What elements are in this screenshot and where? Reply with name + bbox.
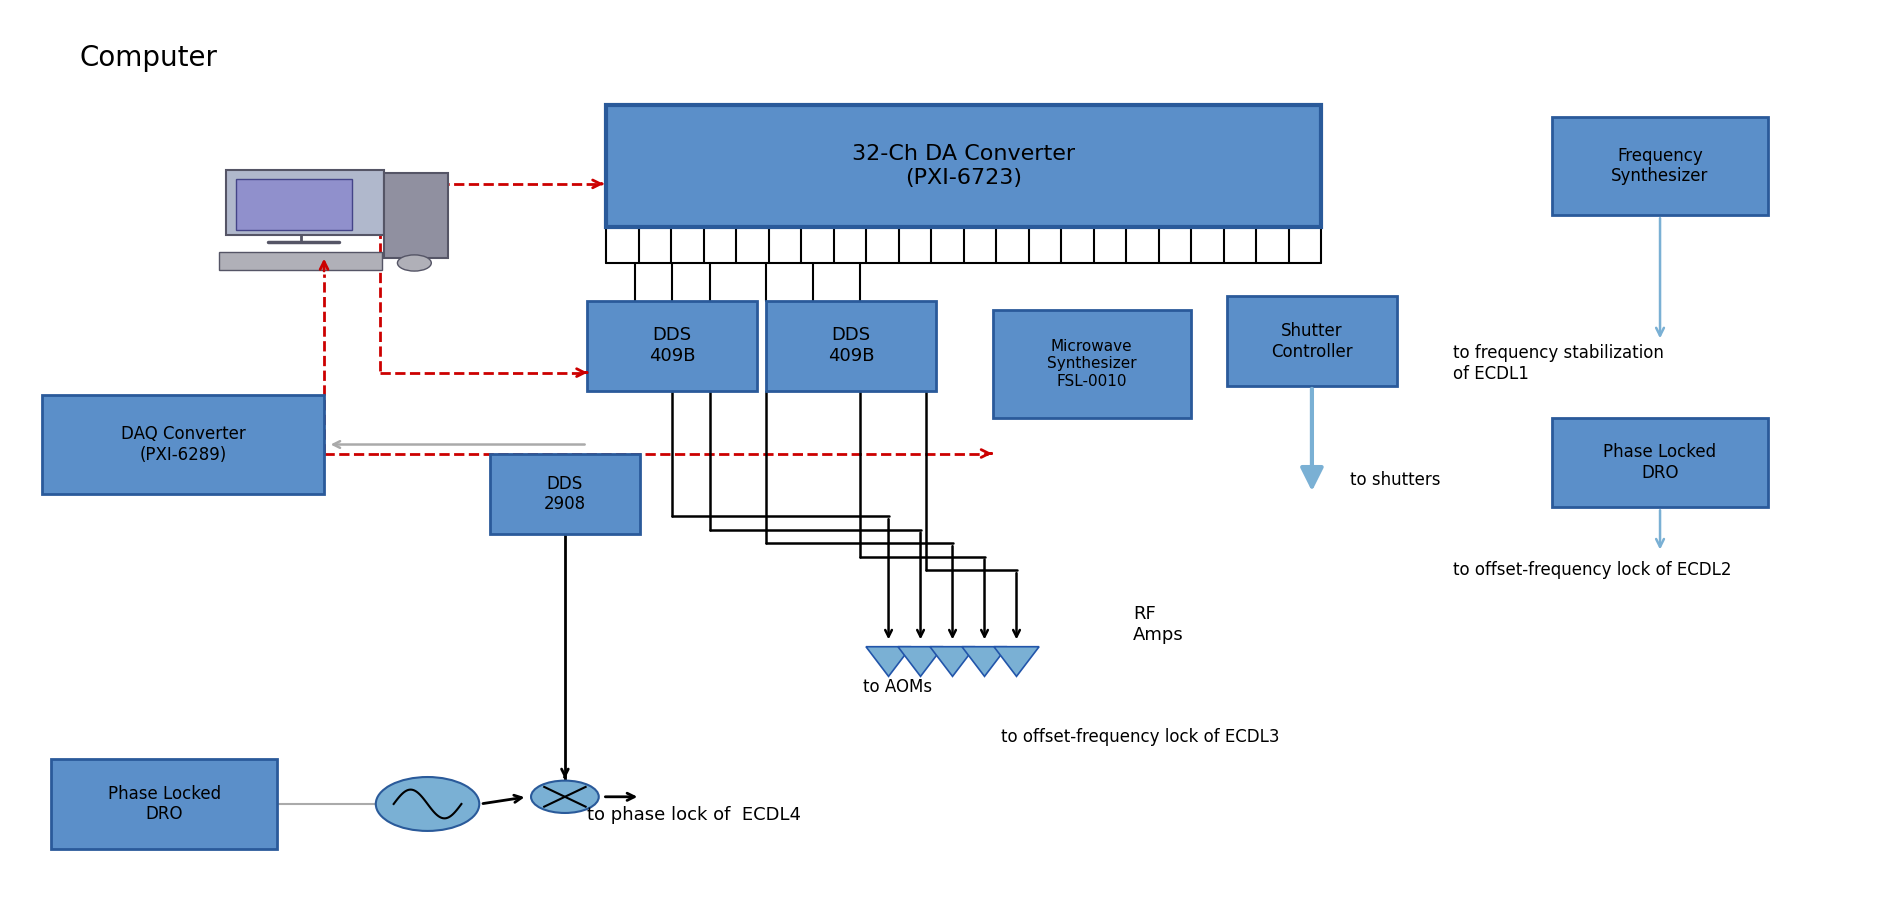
Text: Frequency
Synthesizer: Frequency Synthesizer xyxy=(1611,147,1708,185)
FancyBboxPatch shape xyxy=(606,105,1320,227)
FancyBboxPatch shape xyxy=(992,309,1190,417)
Circle shape xyxy=(531,781,599,813)
Text: Shutter
Controller: Shutter Controller xyxy=(1271,322,1353,361)
Text: DDS
409B: DDS 409B xyxy=(648,327,695,365)
FancyBboxPatch shape xyxy=(489,454,640,534)
FancyBboxPatch shape xyxy=(587,301,756,391)
FancyBboxPatch shape xyxy=(765,301,935,391)
Text: DDS
409B: DDS 409B xyxy=(827,327,875,365)
FancyBboxPatch shape xyxy=(219,252,382,270)
FancyBboxPatch shape xyxy=(1551,116,1768,215)
Text: RF
Amps: RF Amps xyxy=(1133,605,1183,644)
Text: to offset-frequency lock of ECDL2: to offset-frequency lock of ECDL2 xyxy=(1453,561,1730,580)
Polygon shape xyxy=(994,647,1039,677)
FancyBboxPatch shape xyxy=(236,179,351,229)
Polygon shape xyxy=(962,647,1007,677)
FancyBboxPatch shape xyxy=(227,171,383,235)
FancyBboxPatch shape xyxy=(1551,417,1768,507)
Text: DAQ Converter
(PXI-6289): DAQ Converter (PXI-6289) xyxy=(121,425,246,463)
Polygon shape xyxy=(897,647,943,677)
Text: Phase Locked
DRO: Phase Locked DRO xyxy=(1602,444,1715,482)
Text: to shutters: to shutters xyxy=(1349,472,1439,490)
Text: to phase lock of  ECDL4: to phase lock of ECDL4 xyxy=(587,805,801,824)
Circle shape xyxy=(397,255,431,271)
Text: 32-Ch DA Converter
(PXI-6723): 32-Ch DA Converter (PXI-6723) xyxy=(852,144,1075,188)
FancyBboxPatch shape xyxy=(383,173,448,258)
FancyBboxPatch shape xyxy=(51,759,278,849)
Text: Phase Locked
DRO: Phase Locked DRO xyxy=(108,785,221,824)
Ellipse shape xyxy=(376,777,480,831)
Text: to offset-frequency lock of ECDL3: to offset-frequency lock of ECDL3 xyxy=(1001,727,1279,746)
Text: Microwave
Synthesizer
FSL-0010: Microwave Synthesizer FSL-0010 xyxy=(1047,338,1135,388)
FancyBboxPatch shape xyxy=(1226,297,1396,386)
FancyBboxPatch shape xyxy=(42,395,323,494)
Polygon shape xyxy=(865,647,910,677)
Text: Computer: Computer xyxy=(79,44,217,72)
Text: to AOMs: to AOMs xyxy=(863,678,931,697)
Polygon shape xyxy=(929,647,975,677)
Text: to frequency stabilization
of ECDL1: to frequency stabilization of ECDL1 xyxy=(1453,345,1662,383)
Text: DDS
2908: DDS 2908 xyxy=(544,474,586,513)
